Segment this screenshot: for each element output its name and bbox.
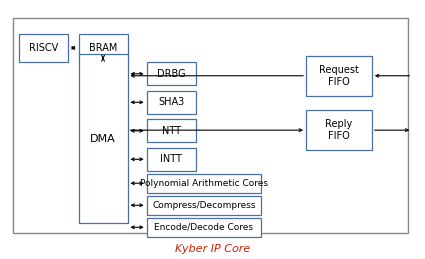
Bar [19,34,68,62]
Bar [306,110,372,150]
Bar [147,62,196,85]
Bar [147,91,196,114]
Text: Reply
FIFO: Reply FIFO [325,119,353,141]
Bar [147,148,196,171]
Text: Encode/Decode Cores: Encode/Decode Cores [155,223,253,232]
Bar [79,34,128,62]
Text: Polynomial Arithmetic Cores: Polynomial Arithmetic Cores [140,179,268,188]
Bar [79,54,128,223]
Text: Kyber IP Core: Kyber IP Core [175,244,250,254]
Text: DMA: DMA [90,134,116,143]
Text: BRAM: BRAM [89,43,117,53]
Bar [147,174,261,193]
Text: SHA3: SHA3 [158,97,184,107]
Text: Request
FIFO: Request FIFO [319,64,359,87]
Bar [13,18,408,233]
Text: RISCV: RISCV [29,43,58,53]
Bar [147,196,261,215]
Text: DRBG: DRBG [157,69,185,79]
Bar [147,119,196,142]
Bar [147,218,261,237]
Text: Compress/Decompress: Compress/Decompress [152,201,256,210]
Text: INTT: INTT [160,154,182,164]
Bar [306,56,372,96]
Text: NTT: NTT [162,126,181,136]
